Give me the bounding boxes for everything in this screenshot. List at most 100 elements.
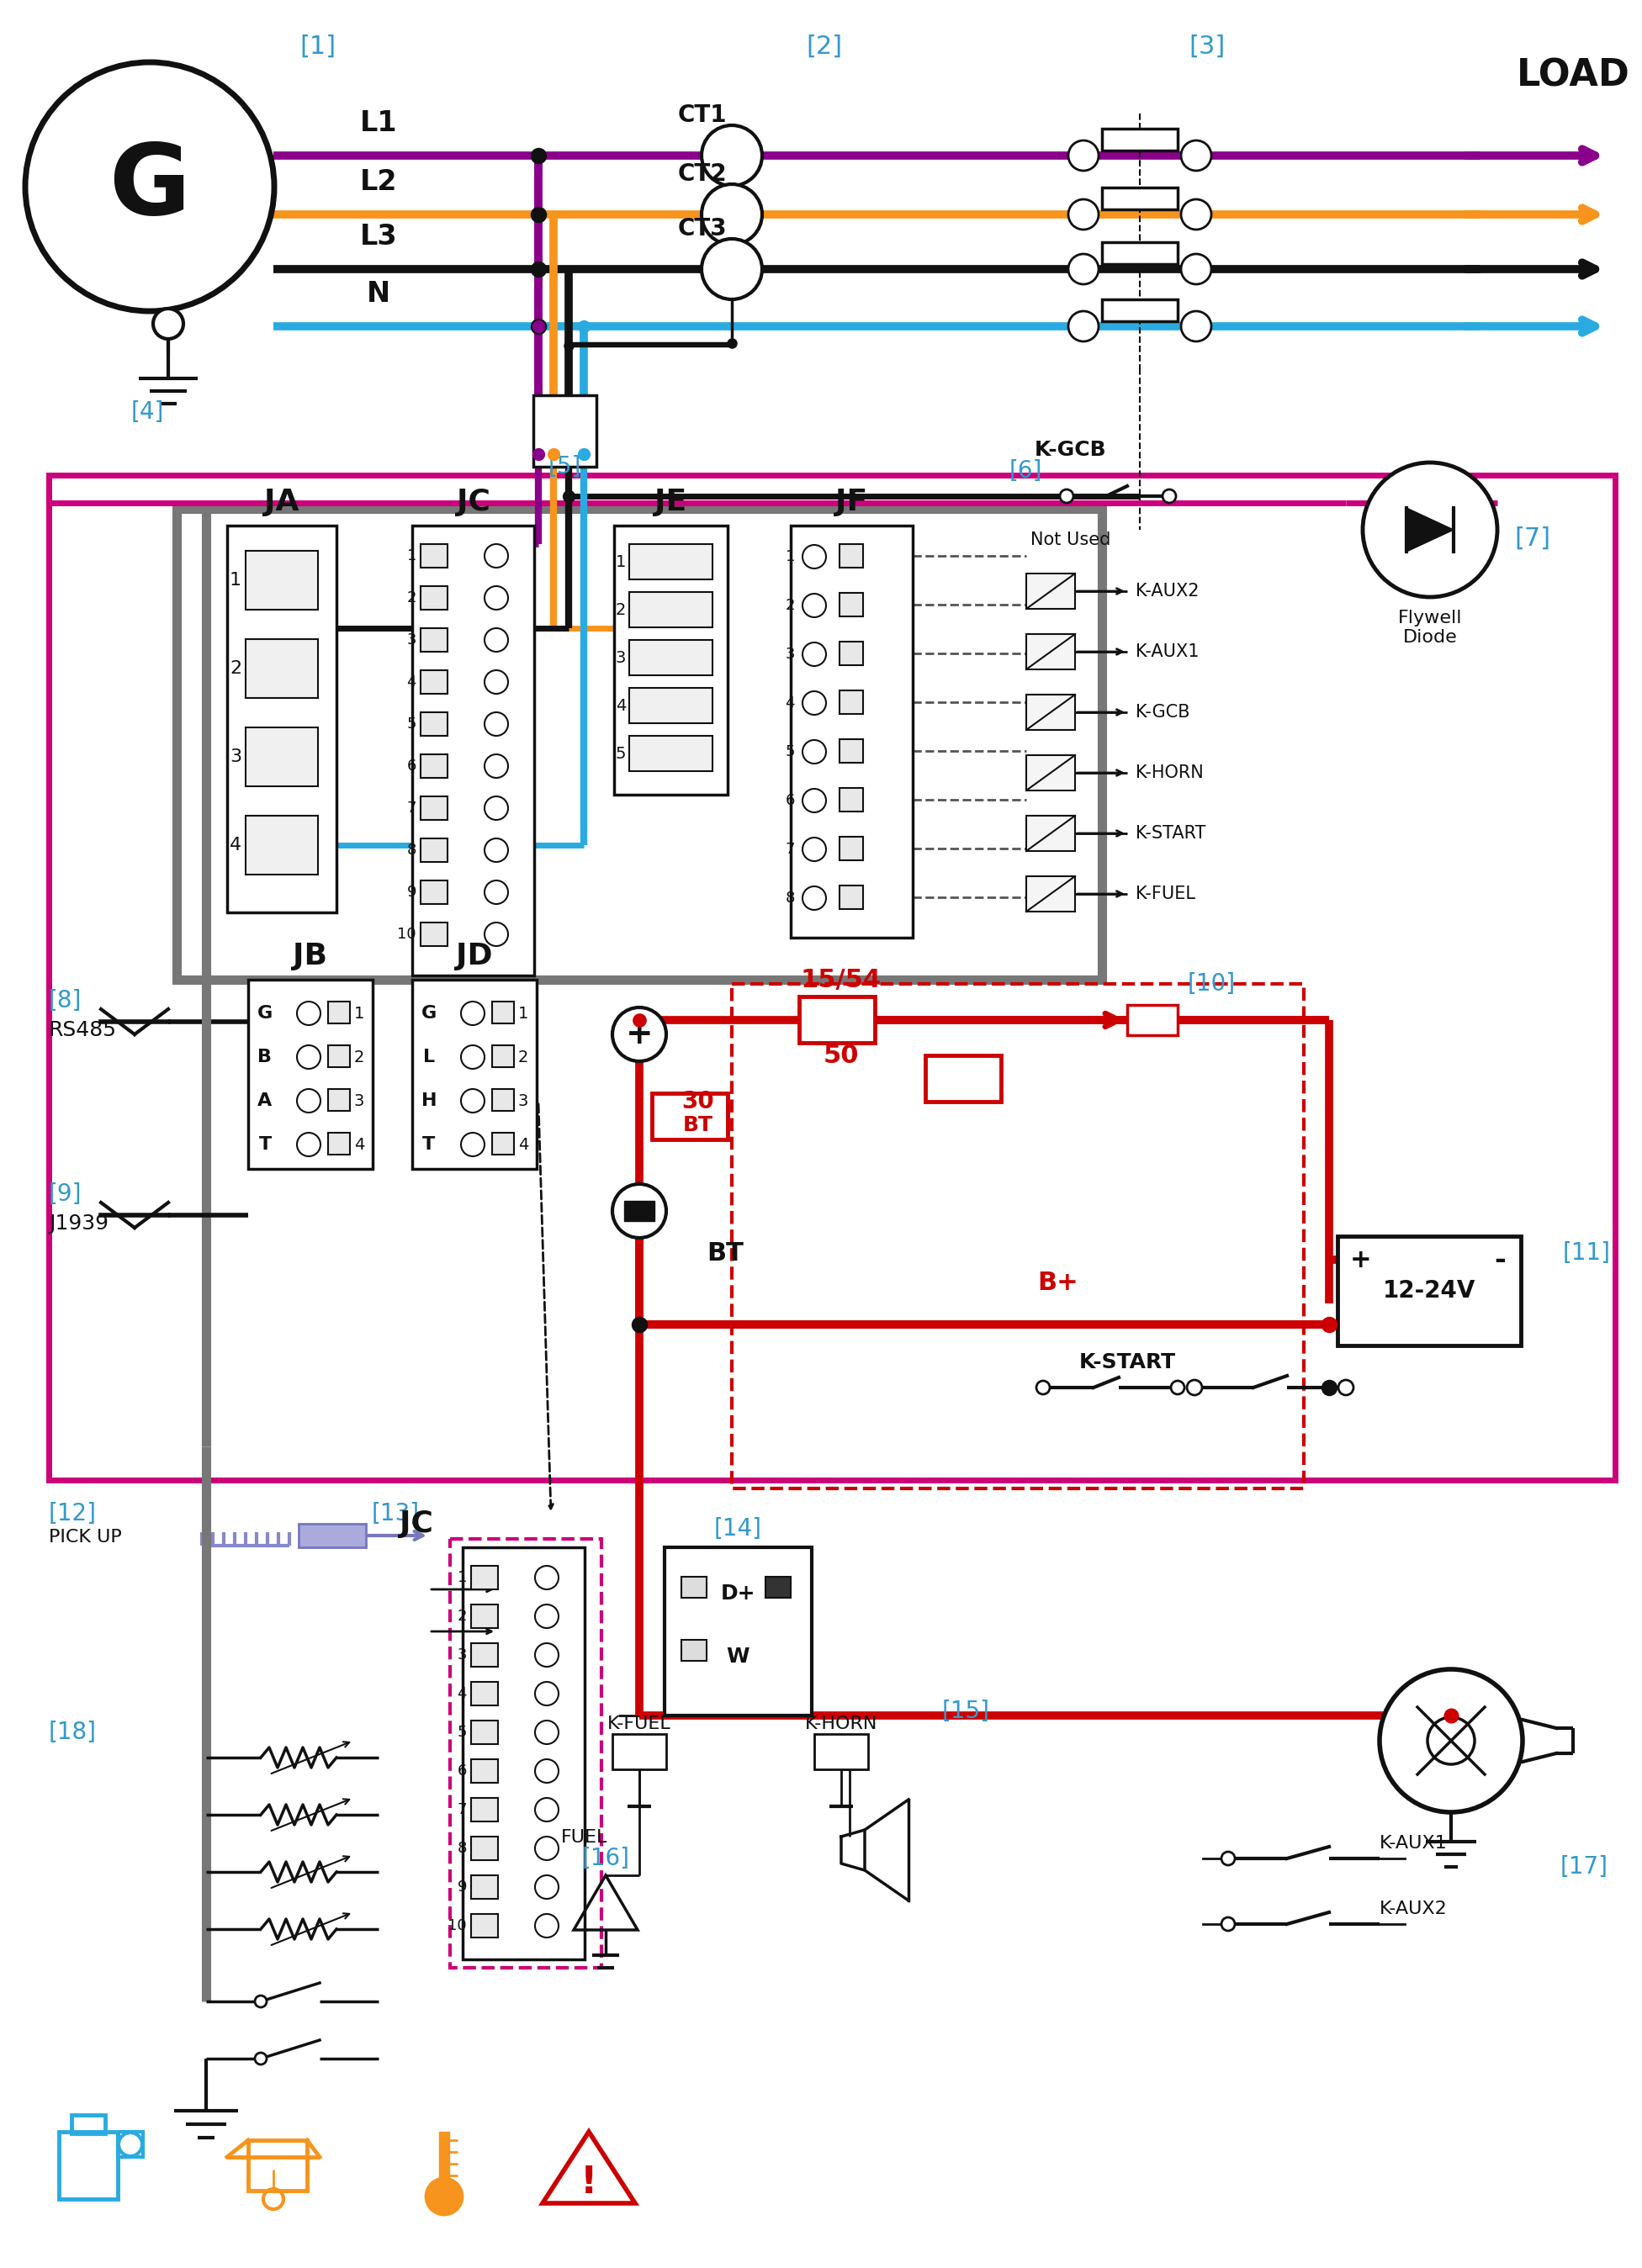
Text: 3: 3 — [407, 633, 417, 649]
Bar — [420, 880, 448, 905]
Circle shape — [1069, 311, 1098, 342]
Text: 7: 7 — [456, 1803, 466, 1817]
Bar — [412, 526, 534, 975]
Text: [3]: [3] — [1189, 34, 1225, 59]
Text: L2: L2 — [360, 168, 397, 195]
Text: 10: 10 — [397, 928, 417, 941]
Bar — [420, 628, 448, 651]
Text: 12-24V: 12-24V — [1383, 1279, 1476, 1302]
Text: 3: 3 — [517, 1093, 529, 1109]
Bar — [612, 1735, 667, 1769]
Text: 1: 1 — [785, 549, 795, 565]
Text: 8: 8 — [785, 891, 795, 905]
Bar — [328, 1002, 350, 1023]
Text: 5: 5 — [616, 746, 626, 762]
Bar — [1026, 694, 1076, 730]
Circle shape — [701, 184, 762, 245]
Bar — [493, 1046, 514, 1068]
Bar — [665, 1547, 811, 1715]
Bar — [1338, 1236, 1520, 1345]
Bar — [839, 642, 864, 665]
Circle shape — [461, 1002, 484, 1025]
Circle shape — [1163, 490, 1176, 503]
Text: [8]: [8] — [49, 989, 82, 1012]
Bar — [534, 395, 596, 467]
Bar — [412, 980, 537, 1168]
Circle shape — [1427, 1717, 1475, 1765]
Text: 1: 1 — [407, 549, 417, 562]
Bar — [614, 526, 727, 794]
Text: 4: 4 — [785, 696, 795, 710]
Text: 2: 2 — [355, 1050, 365, 1066]
Text: H: H — [422, 1093, 437, 1109]
Text: 3: 3 — [616, 649, 626, 665]
Text: G: G — [258, 1005, 273, 1023]
Bar — [471, 1876, 498, 1898]
Text: 7: 7 — [785, 841, 795, 857]
Circle shape — [612, 1007, 667, 1061]
Text: CT1: CT1 — [678, 104, 727, 127]
Text: CT2: CT2 — [678, 163, 727, 186]
Bar — [299, 1524, 366, 1547]
Text: PICK UP: PICK UP — [49, 1529, 122, 1545]
Text: K-FUEL: K-FUEL — [608, 1715, 672, 1733]
Bar — [471, 1721, 498, 1744]
Bar — [765, 1576, 791, 1597]
Text: 6: 6 — [407, 758, 417, 773]
Text: K-FUEL: K-FUEL — [1136, 885, 1195, 903]
Bar — [839, 592, 864, 617]
Circle shape — [484, 671, 507, 694]
Text: LOAD: LOAD — [1516, 57, 1631, 93]
Bar — [246, 728, 319, 787]
Bar — [926, 1055, 1002, 1102]
Text: Not Used: Not Used — [1031, 531, 1110, 549]
Circle shape — [461, 1132, 484, 1157]
Circle shape — [1187, 1379, 1202, 1395]
Text: JC: JC — [399, 1510, 433, 1538]
Text: 2: 2 — [230, 660, 241, 676]
Text: J1939: J1939 — [49, 1213, 108, 1234]
Text: 6: 6 — [785, 794, 795, 807]
Text: T: T — [258, 1136, 271, 1152]
Text: 1: 1 — [616, 553, 626, 569]
Text: K-START: K-START — [1079, 1352, 1176, 1372]
Text: CT3: CT3 — [678, 218, 727, 240]
Bar — [732, 984, 1304, 1488]
Text: 3: 3 — [230, 748, 241, 764]
Circle shape — [535, 1914, 558, 1937]
Text: D+: D+ — [721, 1583, 755, 1603]
Bar — [49, 474, 1616, 1481]
Text: [5]: [5] — [548, 456, 581, 479]
Circle shape — [535, 1721, 558, 1744]
Circle shape — [1171, 1381, 1184, 1395]
Bar — [420, 755, 448, 778]
Text: Flywell: Flywell — [1397, 610, 1461, 626]
Text: JF: JF — [836, 488, 867, 517]
Text: G: G — [108, 138, 190, 236]
Bar — [246, 640, 319, 699]
Circle shape — [1379, 1669, 1522, 1812]
Text: K-AUX1: K-AUX1 — [1379, 1835, 1448, 1851]
Text: 1: 1 — [456, 1569, 466, 1585]
Bar — [420, 585, 448, 610]
Text: 2: 2 — [407, 590, 417, 606]
Bar — [839, 739, 864, 762]
Text: 5: 5 — [456, 1724, 466, 1740]
Circle shape — [484, 839, 507, 862]
Bar — [814, 1735, 869, 1769]
Text: JE: JE — [655, 488, 686, 517]
Circle shape — [803, 837, 826, 862]
Bar — [1026, 816, 1076, 850]
Circle shape — [1222, 1916, 1235, 1930]
Circle shape — [701, 238, 762, 299]
Circle shape — [297, 1089, 320, 1114]
Bar — [839, 544, 864, 567]
Text: 4: 4 — [407, 674, 417, 689]
Bar — [1026, 574, 1076, 608]
Circle shape — [535, 1603, 558, 1628]
Text: [6]: [6] — [1010, 458, 1043, 483]
Circle shape — [701, 125, 762, 186]
Bar — [471, 1565, 498, 1590]
Circle shape — [1181, 141, 1212, 170]
Text: 3: 3 — [456, 1647, 466, 1662]
